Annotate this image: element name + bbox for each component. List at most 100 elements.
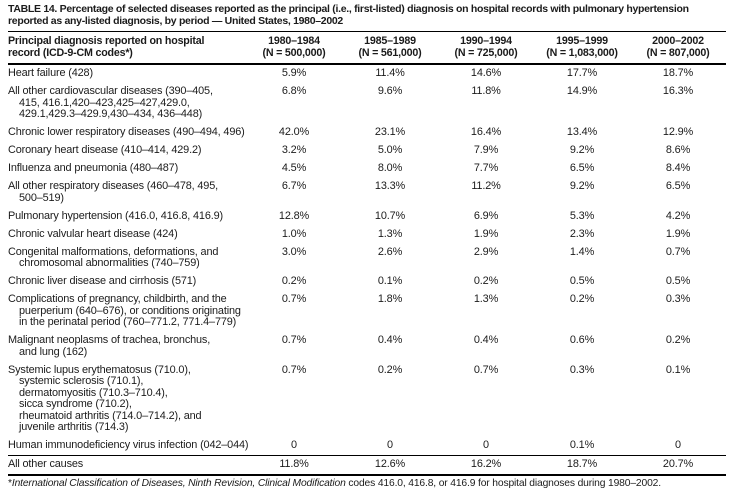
percentage-value: 6.5% xyxy=(665,180,691,192)
diagnosis-label-line: and lung (162) xyxy=(19,345,88,358)
table-row: Malignant neoplasms of trachea, bronchus… xyxy=(8,334,726,358)
percentage-value: 14.9% xyxy=(566,85,598,97)
table-bottom-rule xyxy=(8,474,726,476)
column-header-diagnosis: Principal diagnosis reported on hospital… xyxy=(8,35,246,59)
percentage-value: 0.7% xyxy=(473,363,499,376)
diagnosis-label: Chronic valvular heart disease (424) xyxy=(8,227,246,241)
diagnosis-label-line: Human immunodeficiency virus infection (… xyxy=(8,439,249,451)
diagnosis-label-line: Chronic liver disease and cirrhosis (571… xyxy=(8,275,197,287)
percentage-value: 16.2% xyxy=(470,458,502,470)
percentage-value: 0.6% xyxy=(569,334,595,346)
diagnosis-label: Complications of pregnancy, childbirth, … xyxy=(8,293,246,329)
percentage-value: 0.5% xyxy=(569,275,595,287)
diagnosis-label-line: chromosomal abnormalities (740–759) xyxy=(19,257,200,269)
percentage-value: 0.3% xyxy=(569,363,595,376)
percentage-value: 20.7% xyxy=(662,458,694,470)
diagnosis-label: Congenital malformations, deformations, … xyxy=(8,246,246,270)
column-header-period: 1990–1994 (N = 725,000) xyxy=(438,35,534,59)
column-header-period: 2000–2002 (N = 807,000) xyxy=(630,35,726,59)
percentage-value: 12.6% xyxy=(374,458,406,470)
percentage-value: 8.4% xyxy=(665,162,691,174)
diagnosis-label-line: 500–519) xyxy=(19,191,64,204)
percentage-value: 0 xyxy=(675,439,681,451)
percentage-value: 10.7% xyxy=(374,209,406,222)
percentage-value: 0.1% xyxy=(377,275,403,287)
percentage-value: 13.4% xyxy=(566,126,598,138)
diagnosis-label-line: Chronic lower respiratory diseases (490–… xyxy=(8,126,245,138)
percentage-value: 9.2% xyxy=(569,144,595,156)
diagnosis-label-line: juvenile arthritis (714.3) xyxy=(19,421,129,433)
table-row: Chronic liver disease and cirrhosis (571… xyxy=(8,275,726,288)
table-row: Coronary heart disease (410–414, 429.2) … xyxy=(8,144,726,157)
percentage-value: 18.7% xyxy=(566,458,598,470)
table-row: Influenza and pneumonia (480–487) 4.5% 8.… xyxy=(8,162,726,175)
title-rule xyxy=(8,30,726,32)
percentage-value: 1.0% xyxy=(281,227,307,240)
percentage-value: 0.7% xyxy=(281,293,307,305)
percentage-value: 7.7% xyxy=(473,162,499,174)
percentage-value: 23.1% xyxy=(374,126,406,138)
table-row: Pulmonary hypertension (416.0, 416.8, 41… xyxy=(8,209,726,223)
percentage-value: 11.8% xyxy=(471,85,501,97)
percentage-value: 0.2% xyxy=(377,363,403,376)
diagnosis-label: Chronic lower respiratory diseases (490–… xyxy=(8,126,246,139)
sample-size-label: (N = 1,083,000) xyxy=(546,46,618,59)
percentage-value: 6.9% xyxy=(473,209,499,222)
percentage-value: 0 xyxy=(291,439,297,451)
percentage-value: 6.5% xyxy=(569,162,595,174)
percentage-value: 1.9% xyxy=(665,227,691,240)
diagnosis-label-line: 415, 416.1,420–423,425–427,429.0, xyxy=(19,96,190,109)
percentage-value: 9.2% xyxy=(569,180,595,192)
diagnosis-label-line: dermatomyositis (710.3–710.4), xyxy=(19,386,168,399)
percentage-value: 16.4% xyxy=(470,126,502,138)
percentage-value: 1.4% xyxy=(569,245,595,258)
percentage-value: 0.2% xyxy=(569,293,595,305)
column-header-diagnosis-line1: Principal diagnosis reported on hospital xyxy=(8,35,205,47)
diagnosis-label-line: Chronic valvular heart disease (424) xyxy=(8,227,178,240)
percentage-value: 1.3% xyxy=(473,293,499,305)
table-title: TABLE 14. Percentage of selected disease… xyxy=(8,3,689,27)
period-label: 1995–1999 xyxy=(556,35,608,47)
percentage-value: 5.9% xyxy=(281,67,307,79)
percentage-value: 42.0% xyxy=(278,126,310,138)
percentage-value: 7.9% xyxy=(473,144,499,156)
percentage-value: 4.2% xyxy=(665,209,691,222)
percentage-value: 0.7% xyxy=(281,363,307,376)
percentage-value: 9.6% xyxy=(377,85,403,97)
percentage-value: 0.2% xyxy=(473,275,499,287)
percentage-value: 0.7% xyxy=(665,245,691,258)
table-row-total: All other causes 11.8% 12.6% 16.2% 18.7% 20.… xyxy=(8,455,726,474)
percentage-value: 2.9% xyxy=(473,245,499,258)
diagnosis-label-line: sicca syndrome (710.2), xyxy=(19,398,132,410)
column-header-period: 1985–1989 (N = 561,000) xyxy=(342,35,438,59)
diagnosis-label-line: Heart failure (428) xyxy=(8,67,93,79)
percentage-value: 3.0% xyxy=(281,245,307,258)
diagnosis-label-line: 429.1,429.3–429.9,430–434, 436–448) xyxy=(19,108,203,120)
diagnosis-label-line: Influenza and pneumonia (480–487) xyxy=(8,162,179,174)
diagnosis-label: Heart failure (428) xyxy=(8,67,246,80)
sample-size-label: (N = 807,000) xyxy=(646,46,710,59)
percentage-value: 0.3% xyxy=(665,293,691,305)
diagnosis-label-line: in the perinatal period (760–771.2, 771.… xyxy=(19,316,237,328)
percentage-value: 0.1% xyxy=(665,363,691,376)
diagnosis-label-line: All other causes xyxy=(8,458,84,470)
table-row: Heart failure (428) 5.9% 11.4% 14.6% 17.7% 1… xyxy=(8,67,726,80)
percentage-value: 14.6% xyxy=(470,67,502,79)
footnote-marker: * xyxy=(8,478,12,489)
percentage-value: 11.8% xyxy=(279,458,309,470)
footnote-text: codes 416.0, 416.8, or 416.9 for hospita… xyxy=(345,478,661,489)
percentage-value: 5.3% xyxy=(569,209,595,222)
percentage-value: 1.9% xyxy=(473,227,499,240)
header-rule xyxy=(8,63,726,65)
diagnosis-label-line: systemic sclerosis (710.1), xyxy=(19,375,144,387)
diagnosis-label-line: Malignant neoplasms of trachea, bronchus… xyxy=(8,334,211,346)
percentage-value: 11.2% xyxy=(471,180,501,192)
diagnosis-label: Chronic liver disease and cirrhosis (571… xyxy=(8,275,246,288)
diagnosis-label-line: All other cardiovascular diseases (390–4… xyxy=(8,85,213,97)
column-header-diagnosis-line2: record (ICD-9-CM codes*) xyxy=(8,46,133,59)
table-row: Complications of pregnancy, childbirth, … xyxy=(8,293,726,329)
diagnosis-label: Human immunodeficiency virus infection (… xyxy=(8,439,249,452)
period-label: 1985–1989 xyxy=(364,35,416,47)
diagnosis-label: All other causes xyxy=(8,458,246,471)
